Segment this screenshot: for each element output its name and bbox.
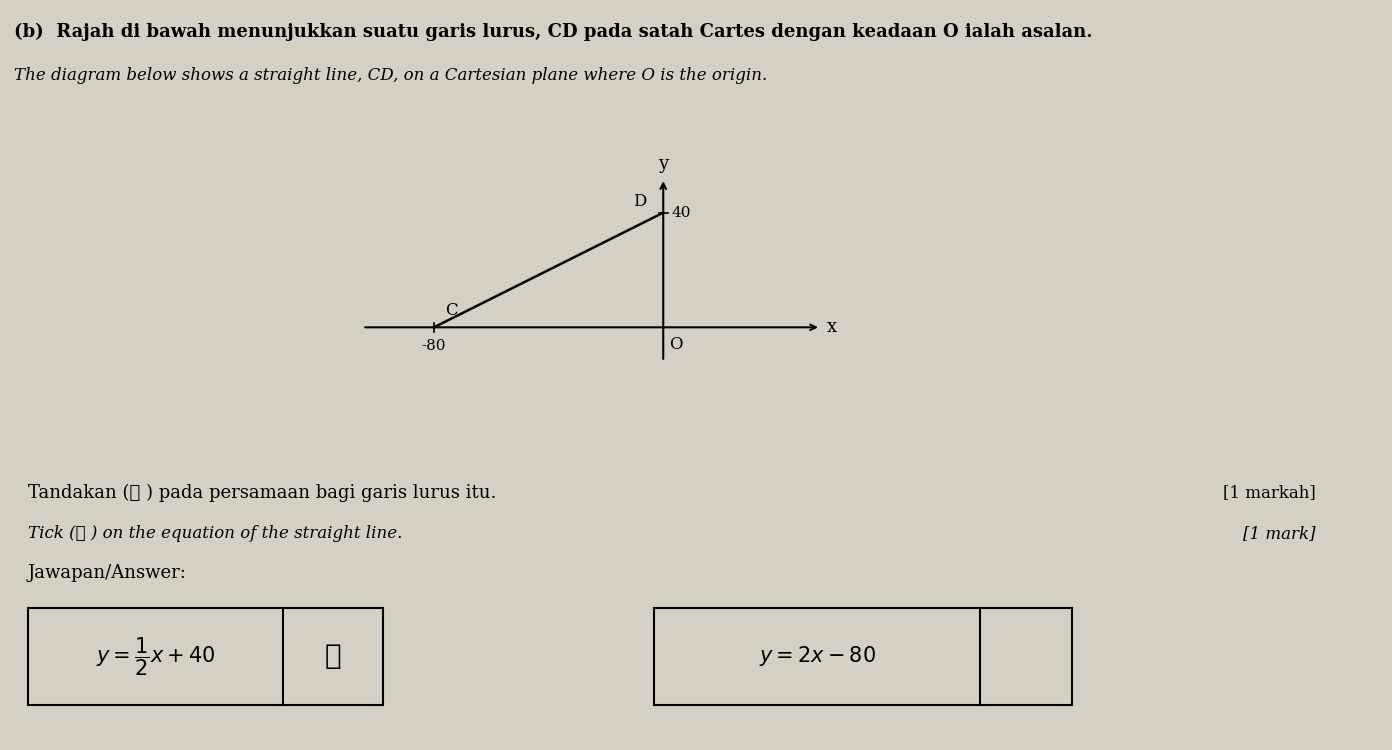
Text: 40: 40 [672, 206, 692, 220]
Text: $y = \dfrac{1}{2}x + 40$: $y = \dfrac{1}{2}x + 40$ [96, 635, 216, 677]
Text: Tick (✓ ) on the equation of the straight line.: Tick (✓ ) on the equation of the straigh… [28, 525, 402, 542]
Text: [1 mark]: [1 mark] [1243, 525, 1315, 542]
Text: O: O [670, 336, 682, 353]
Text: y: y [658, 154, 668, 172]
Text: x: x [827, 318, 837, 336]
Text: D: D [633, 193, 646, 210]
Text: Tandakan (✓ ) pada persamaan bagi garis lurus itu.: Tandakan (✓ ) pada persamaan bagi garis … [28, 484, 496, 502]
Text: The diagram below shows a straight line, CD, on a Cartesian plane where O is the: The diagram below shows a straight line,… [14, 68, 767, 85]
Text: $y = 2x - 80$: $y = 2x - 80$ [759, 644, 876, 668]
Text: ✓: ✓ [324, 643, 341, 670]
Text: C: C [445, 302, 458, 319]
Text: Jawapan/Answer:: Jawapan/Answer: [28, 564, 187, 582]
Text: (b)  Rajah di bawah menunjukkan suatu garis lurus, CD pada satah Cartes dengan k: (b) Rajah di bawah menunjukkan suatu gar… [14, 22, 1093, 40]
Text: [1 markah]: [1 markah] [1222, 484, 1315, 501]
Text: -80: -80 [422, 339, 447, 352]
